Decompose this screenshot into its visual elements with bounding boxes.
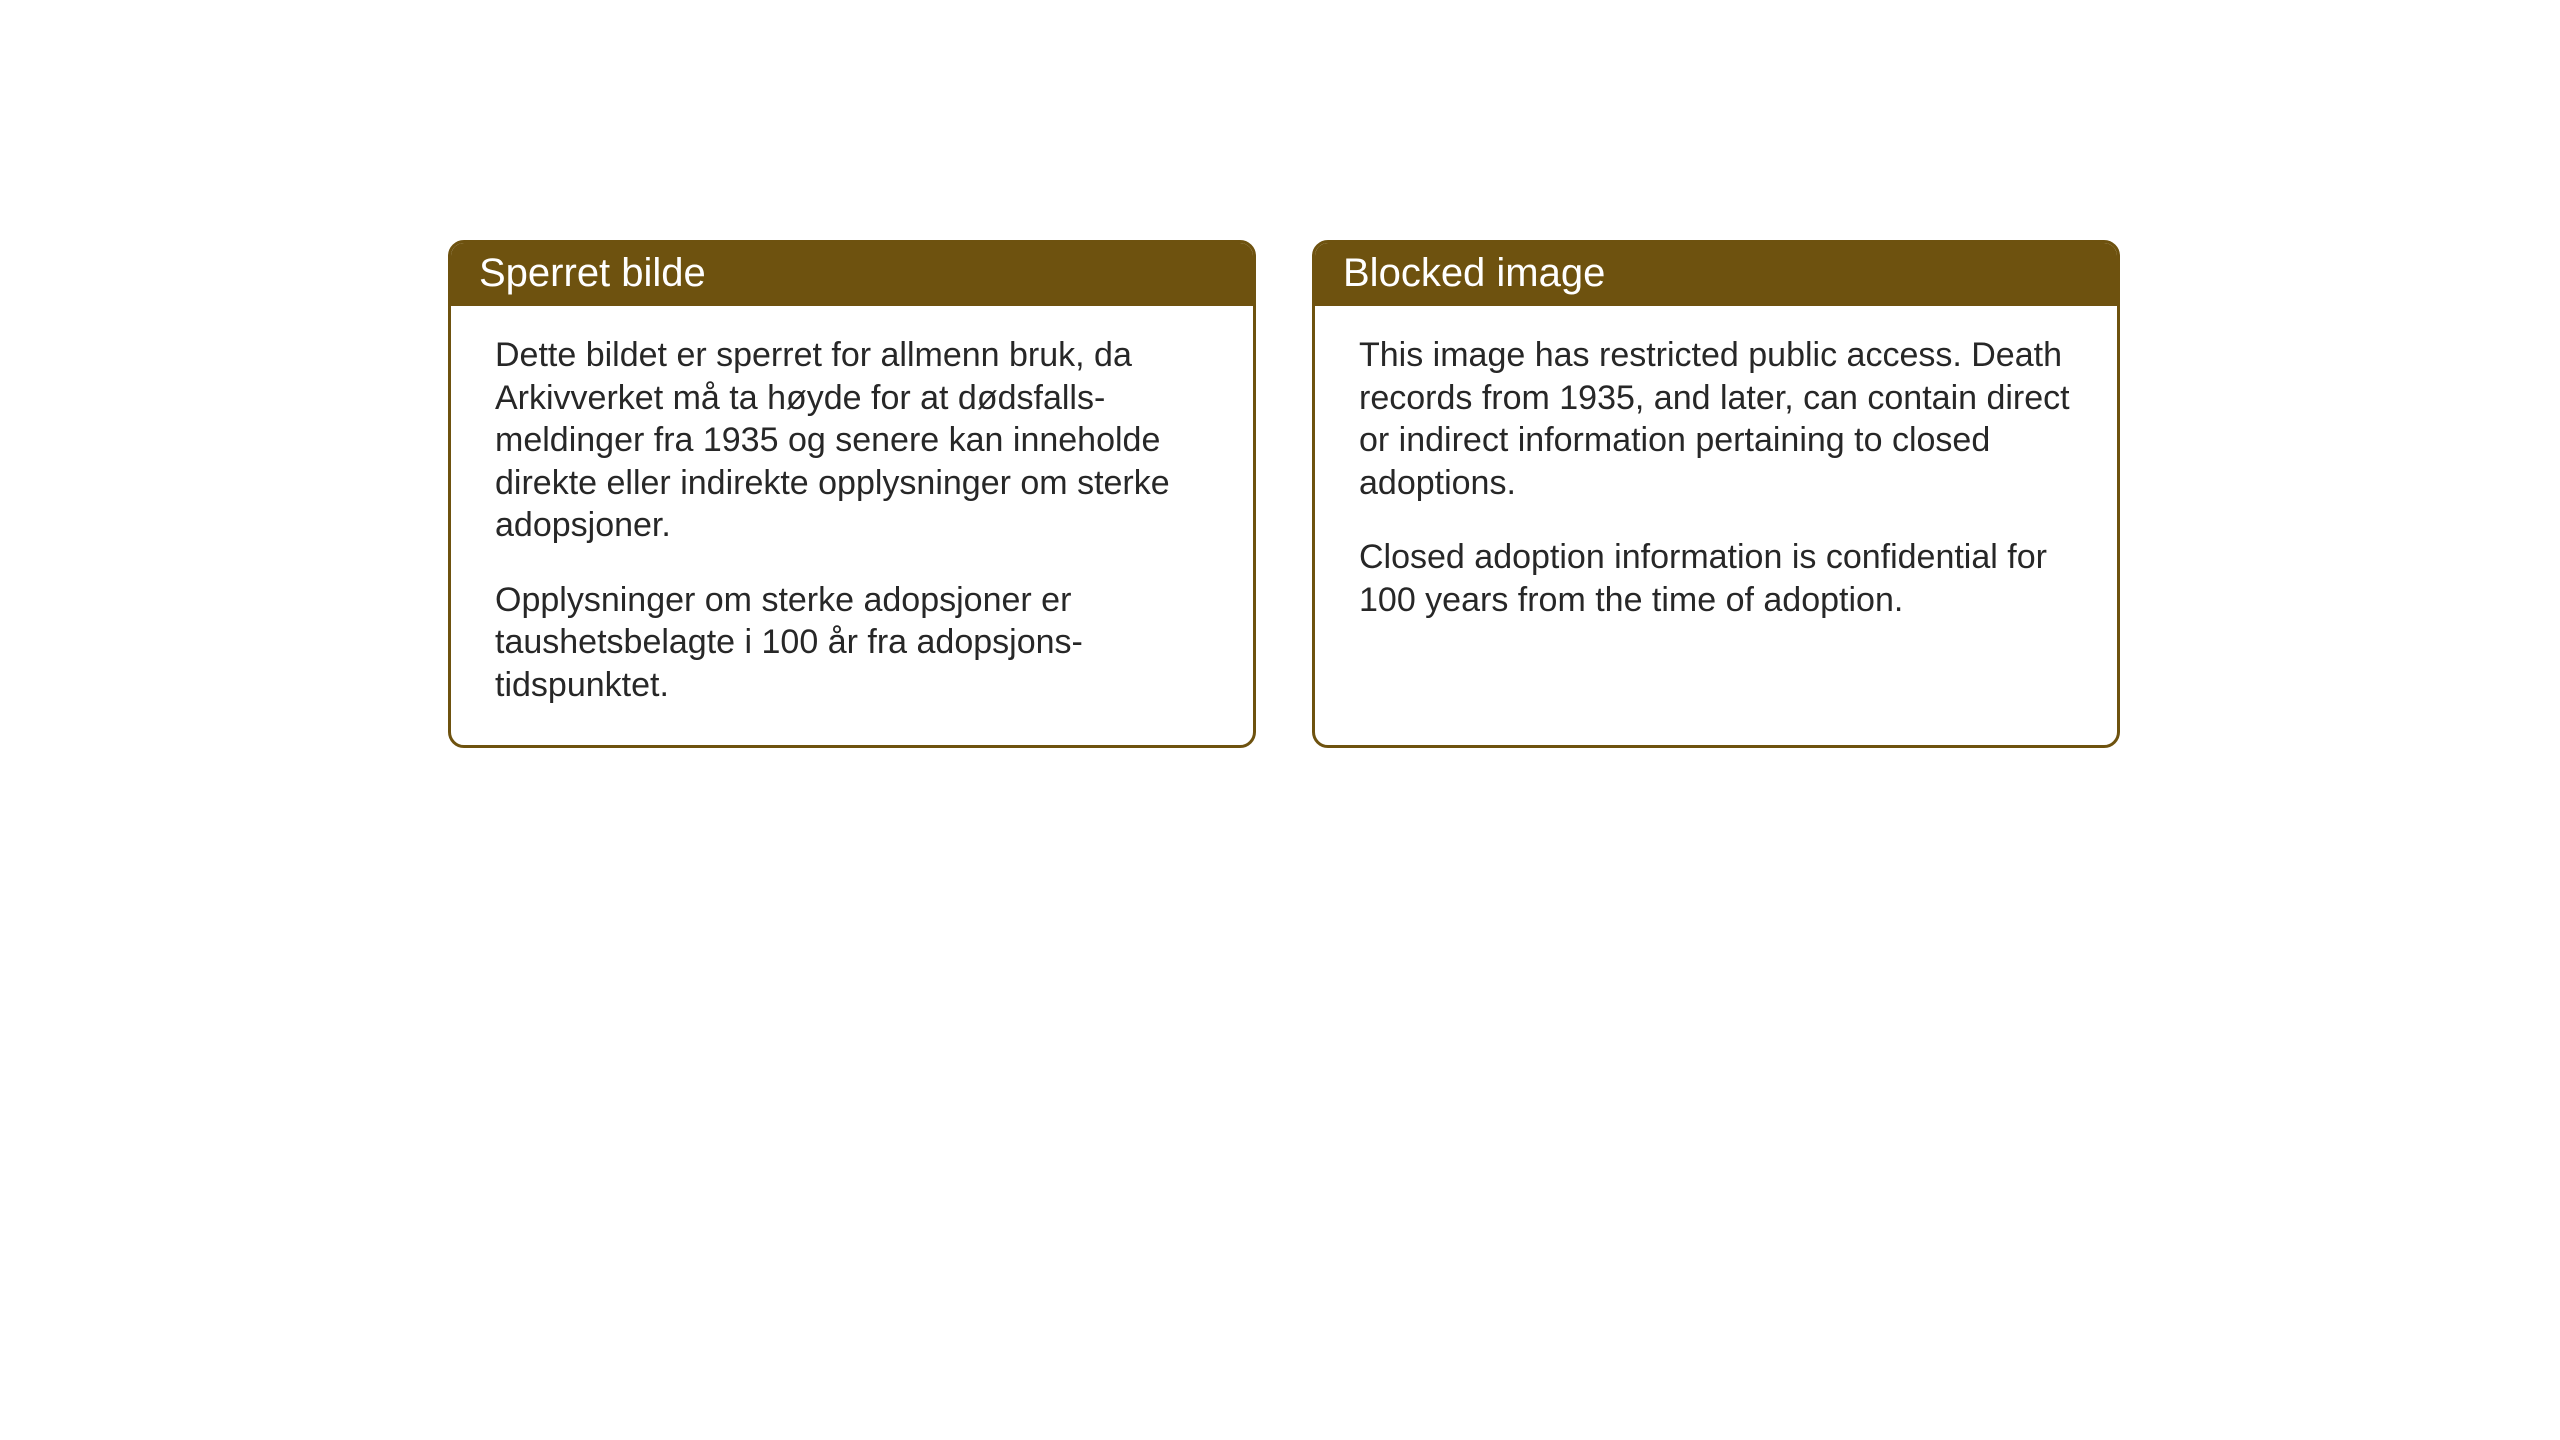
paragraph-text: Dette bildet er sperret for allmenn bruk… xyxy=(495,334,1209,547)
card-title-norwegian: Sperret bilde xyxy=(479,251,706,295)
card-header-english: Blocked image xyxy=(1315,243,2117,306)
notice-container: Sperret bilde Dette bildet er sperret fo… xyxy=(0,0,2560,748)
card-header-norwegian: Sperret bilde xyxy=(451,243,1253,306)
card-title-english: Blocked image xyxy=(1343,251,1605,295)
paragraph-text: Opplysninger om sterke adopsjoner er tau… xyxy=(495,579,1209,707)
card-body-norwegian: Dette bildet er sperret for allmenn bruk… xyxy=(451,306,1253,742)
card-body-english: This image has restricted public access.… xyxy=(1315,306,2117,657)
paragraph-text: This image has restricted public access.… xyxy=(1359,334,2073,504)
notice-card-norwegian: Sperret bilde Dette bildet er sperret fo… xyxy=(448,240,1256,748)
paragraph-text: Closed adoption information is confident… xyxy=(1359,536,2073,621)
notice-card-english: Blocked image This image has restricted … xyxy=(1312,240,2120,748)
